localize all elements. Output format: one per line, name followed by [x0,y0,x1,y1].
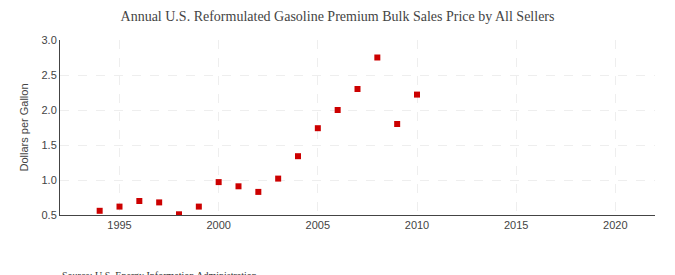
svg-text:2010: 2010 [405,219,429,231]
svg-text:Source: U.S. Energy Informatio: Source: U.S. Energy Information Administ… [62,270,257,275]
svg-text:0.5: 0.5 [42,209,57,221]
svg-text:1995: 1995 [107,219,131,231]
svg-text:2.5: 2.5 [42,69,57,81]
svg-text:1.5: 1.5 [42,139,57,151]
svg-text:Annual U.S. Reformulated Gasol: Annual U.S. Reformulated Gasoline Premiu… [121,9,555,24]
svg-text:2020: 2020 [603,219,627,231]
svg-text:Dollars per Gallon: Dollars per Gallon [18,83,30,171]
svg-text:1.0: 1.0 [42,174,57,186]
svg-text:2005: 2005 [306,219,330,231]
svg-text:2000: 2000 [206,219,230,231]
svg-text:3.0: 3.0 [42,34,57,46]
svg-text:2.0: 2.0 [42,104,57,116]
svg-text:2015: 2015 [504,219,528,231]
